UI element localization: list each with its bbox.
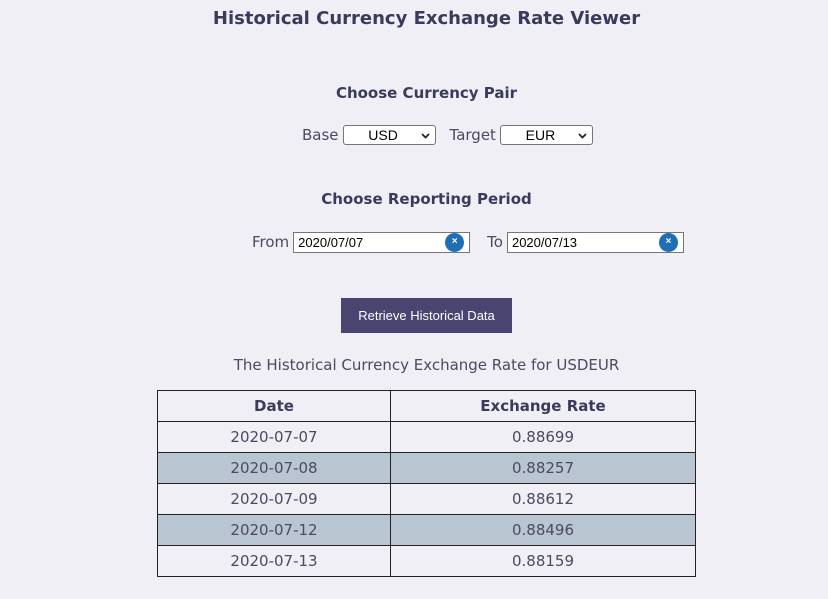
date-cell: 2020-07-08 (157, 452, 391, 484)
page-title: Historical Currency Exchange Rate Viewer (212, 8, 641, 29)
rate-cell: 0.88612 (390, 483, 696, 515)
base-currency-value: USD (368, 127, 398, 143)
to-date-value: 2020/07/13 (511, 234, 578, 250)
target-currency-select[interactable]: EUR (499, 125, 593, 145)
chevron-down-icon (578, 133, 587, 139)
retrieve-historical-data-button[interactable]: Retrieve Historical Data (341, 298, 512, 333)
rate-cell: 0.88159 (390, 545, 696, 577)
date-cell: 2020-07-12 (157, 514, 391, 546)
target-currency-value: EUR (525, 127, 556, 143)
results-caption: The Historical Currency Exchange Rate fo… (233, 356, 620, 374)
date-cell: 2020-07-07 (157, 421, 391, 453)
currency-pair-heading: Choose Currency Pair (335, 84, 518, 102)
from-date-input[interactable]: 2020/07/07 × (293, 231, 471, 253)
rate-cell: 0.88699 (390, 421, 696, 453)
target-label: Target (449, 126, 496, 144)
table-row: 2020-07-12 0.88496 (157, 514, 696, 546)
currency-pair-row: Base USD Target EUR (302, 124, 593, 146)
reporting-period-row: From 2020/07/07 × To 2020/07/13 × (252, 231, 684, 253)
base-currency-select[interactable]: USD (342, 125, 436, 145)
table-row: 2020-07-08 0.88257 (157, 452, 696, 484)
reporting-period-heading: Choose Reporting Period (321, 190, 532, 208)
chevron-down-icon (420, 133, 430, 139)
exchange-rate-table: Date Exchange Rate 2020-07-07 0.88699 20… (157, 390, 696, 577)
base-label: Base (302, 126, 339, 144)
clear-from-date-icon[interactable]: × (445, 232, 465, 252)
rate-column-header: Exchange Rate (390, 390, 696, 422)
from-label: From (252, 233, 290, 251)
table-row: 2020-07-09 0.88612 (157, 483, 696, 515)
table-header-row: Date Exchange Rate (157, 390, 696, 422)
date-cell: 2020-07-13 (157, 545, 391, 577)
clear-to-date-icon[interactable]: × (658, 232, 678, 252)
to-label: To (487, 233, 503, 251)
table-row: 2020-07-07 0.88699 (157, 421, 696, 453)
to-date-input[interactable]: 2020/07/13 × (506, 231, 684, 253)
table-row: 2020-07-13 0.88159 (157, 545, 696, 577)
date-column-header: Date (157, 390, 391, 422)
from-date-value: 2020/07/07 (298, 234, 364, 250)
date-cell: 2020-07-09 (157, 483, 391, 515)
rate-cell: 0.88257 (390, 452, 696, 484)
rate-cell: 0.88496 (390, 514, 696, 546)
